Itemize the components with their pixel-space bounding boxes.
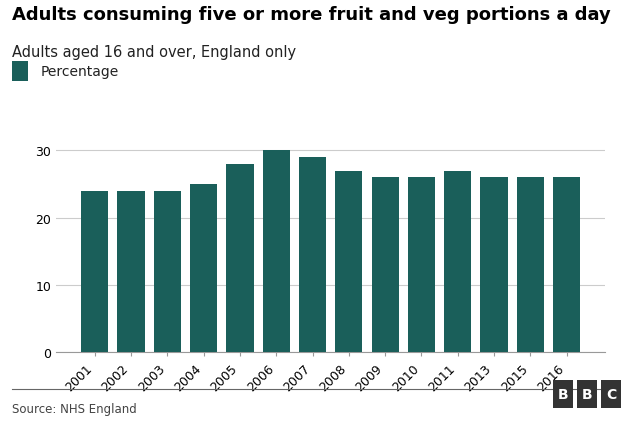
Bar [263,151,290,353]
Text: Percentage: Percentage [41,65,119,79]
Bar [117,191,145,353]
Text: B: B [582,387,593,401]
Bar [81,191,109,353]
Bar [299,158,326,353]
Text: Source: NHS England: Source: NHS England [12,402,137,415]
Bar [517,178,544,353]
Text: B: B [558,387,569,401]
Bar [227,165,253,353]
Text: Adults consuming five or more fruit and veg portions a day: Adults consuming five or more fruit and … [12,6,612,25]
Bar [408,178,435,353]
Text: C: C [606,387,616,401]
Bar [335,171,363,353]
Bar [444,171,471,353]
Text: Adults aged 16 and over, England only: Adults aged 16 and over, England only [12,45,296,60]
Bar [553,178,580,353]
Bar [190,184,217,353]
Bar [480,178,508,353]
Bar [371,178,399,353]
Bar [154,191,181,353]
